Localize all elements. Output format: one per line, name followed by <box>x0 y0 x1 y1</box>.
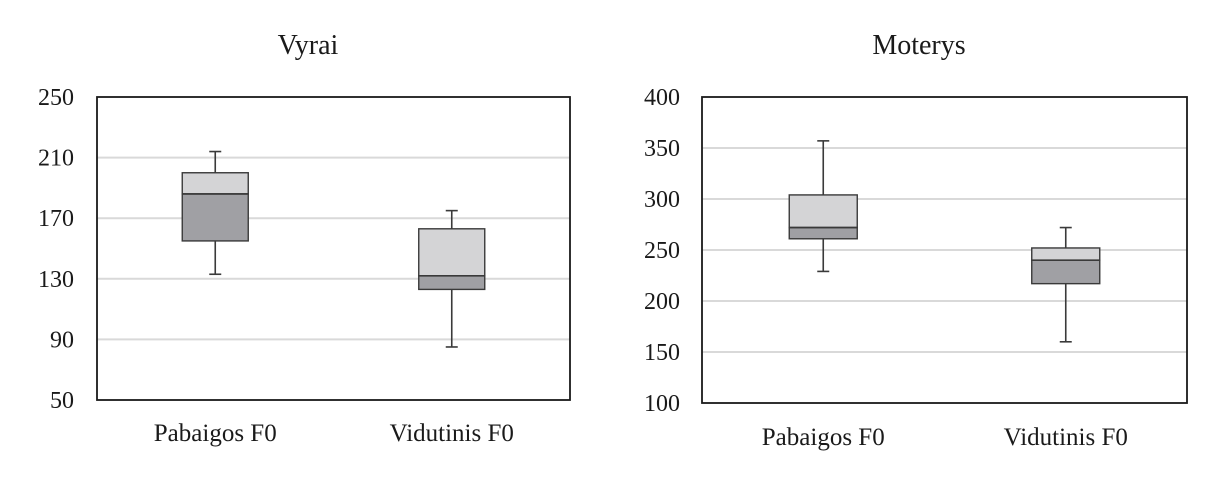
y-tick-label: 210 <box>38 146 74 172</box>
y-tick-label: 170 <box>38 206 74 232</box>
y-tick-label: 130 <box>38 267 74 293</box>
box-lower-quartile <box>1031 259 1101 285</box>
box-plot-2 <box>1031 226 1101 343</box>
category-label: Pabaigos F0 <box>762 424 885 451</box>
box-lower-quartile <box>418 275 486 291</box>
box-upper-quartile <box>788 194 858 229</box>
box-plot-1 <box>788 140 858 273</box>
y-tick-label: 150 <box>644 340 680 366</box>
y-tick-label: 250 <box>644 238 680 264</box>
box-upper-quartile <box>418 228 486 277</box>
chart-moterys: Moterys 100 150 200 250 300 350 400 Pabaigos F0 V… <box>644 30 1188 451</box>
y-tick-label: 350 <box>644 136 680 162</box>
chart-title: Moterys <box>872 30 965 61</box>
plot-frame <box>701 96 1188 404</box>
category-label: Vidutinis F0 <box>390 420 514 447</box>
y-tick-label: 100 <box>644 391 680 417</box>
box-upper-quartile <box>1031 247 1101 261</box>
box-plot-2 <box>418 209 486 348</box>
plot-frame <box>96 96 571 401</box>
box-lower-quartile <box>181 193 249 242</box>
box-lower-quartile <box>788 226 858 240</box>
chart-title: Vyrai <box>278 30 339 61</box>
y-tick-label: 200 <box>644 289 680 315</box>
category-label: Pabaigos F0 <box>154 420 277 447</box>
chart-vyrai: Vyrai 50 90 130 170 210 250 Pabaigos F0 Vidutini… <box>38 30 571 447</box>
category-label: Vidutinis F0 <box>1004 424 1128 451</box>
y-tick-label: 250 <box>38 85 74 111</box>
box-upper-quartile <box>181 172 249 195</box>
y-tick-label: 50 <box>50 388 74 414</box>
y-tick-label: 400 <box>644 85 680 111</box>
y-tick-label: 300 <box>644 187 680 213</box>
box-plot-1 <box>181 150 249 276</box>
y-tick-label: 90 <box>50 327 74 353</box>
